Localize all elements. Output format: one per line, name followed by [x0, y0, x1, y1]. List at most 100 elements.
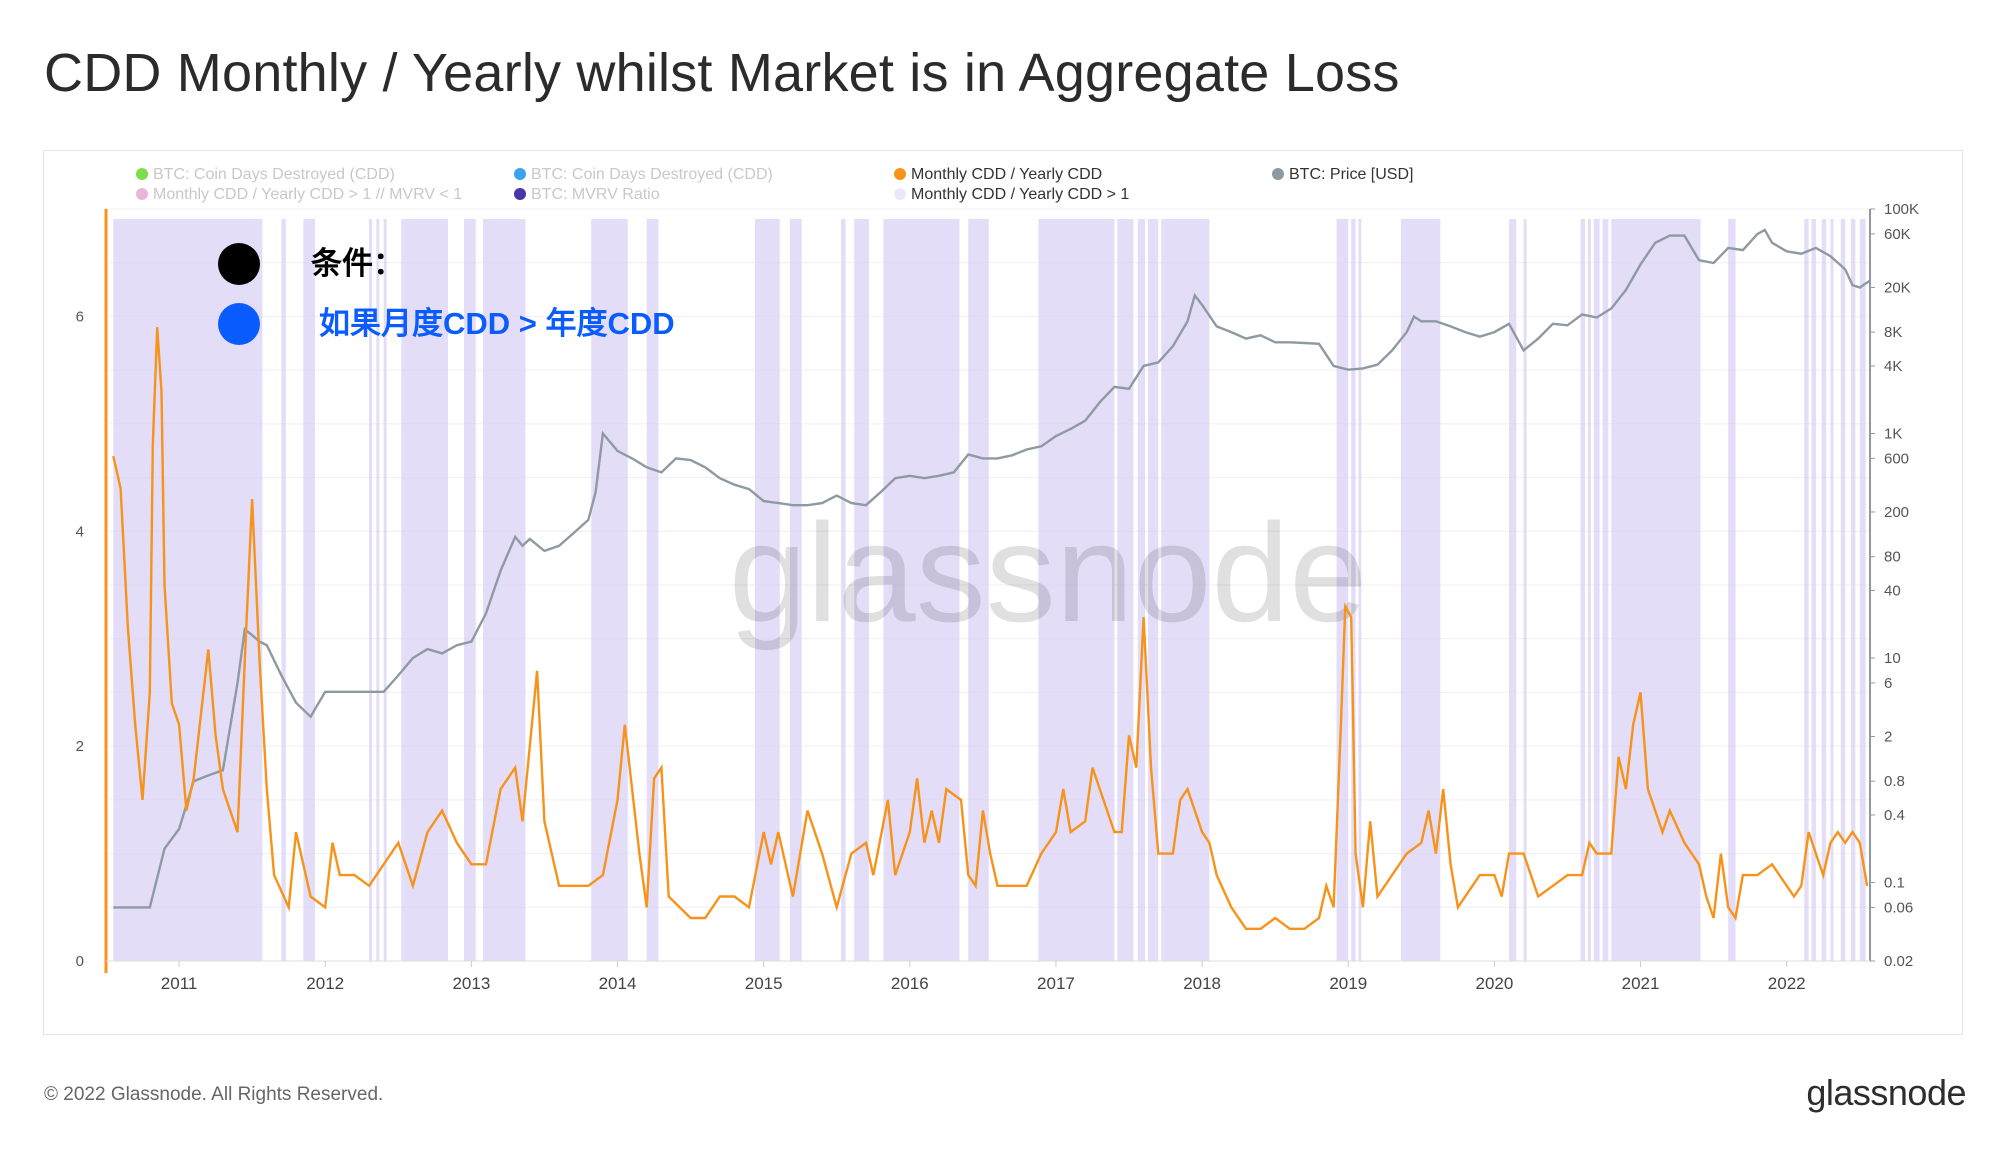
- watermark: glassnode: [729, 494, 1367, 651]
- footer-logo: glassnode: [1806, 1072, 1966, 1113]
- shaded-region: [1611, 219, 1701, 961]
- shaded-region: [1821, 219, 1827, 961]
- legend-dot: [1272, 168, 1284, 180]
- right-y-tick-label: 40: [1884, 582, 1901, 599]
- shaded-region: [1593, 219, 1600, 961]
- shaded-region: [1336, 219, 1349, 961]
- x-tick-label: 2013: [452, 974, 490, 993]
- right-y-tick-label: 0.1: [1884, 875, 1905, 892]
- shaded-region: [1830, 219, 1834, 961]
- right-y-tick-label: 0.06: [1884, 899, 1913, 916]
- shaded-region: [1859, 219, 1866, 961]
- chart-frame: glassnode 2011 2012 2013 2014 2015 2016 2017 20…: [43, 150, 1963, 1035]
- shaded-region: [1728, 219, 1736, 961]
- right-y-tick-label: 0.02: [1884, 953, 1913, 970]
- legend-dot: [136, 168, 148, 180]
- right-y-axis-ticks: 100K 60K 20K 8K 4K 1K 600 200 80 40 10 6 2 0.8 0.4 0.1 0…: [1870, 201, 1919, 970]
- shaded-region: [968, 219, 989, 961]
- legend-dot: [894, 188, 906, 200]
- legend-label: BTC: Price [USD]: [1289, 166, 1413, 183]
- x-tick-label: 2014: [599, 974, 637, 993]
- x-tick-label: 2018: [1183, 974, 1221, 993]
- shaded-region: [1851, 219, 1856, 961]
- shaded-region: [1587, 219, 1591, 961]
- legend-dot: [514, 188, 526, 200]
- shaded-region: [1509, 219, 1517, 961]
- x-tick-label: 2022: [1768, 974, 1806, 993]
- legend: BTC: Coin Days Destroyed (CDD) Monthly CD…: [136, 166, 1413, 203]
- footer-copyright: © 2022 Glassnode. All Rights Reserved.: [44, 1084, 384, 1105]
- right-y-tick-label: 200: [1884, 504, 1909, 521]
- annotation-text: 条件：: [311, 246, 404, 281]
- shaded-regions: [113, 219, 1866, 961]
- x-tick-label: 2021: [1622, 974, 1660, 993]
- cdd-ratio-series-line: [112, 327, 1869, 930]
- left-y-tick-label: 2: [76, 738, 84, 755]
- shaded-region: [1840, 219, 1846, 961]
- right-y-tick-label: 0.4: [1884, 807, 1905, 824]
- shaded-region: [646, 219, 659, 961]
- price-series-line: [113, 228, 1871, 909]
- right-y-tick-label: 0.8: [1884, 773, 1905, 790]
- right-y-tick-label: 1K: [1884, 426, 1902, 443]
- right-y-tick-label: 8K: [1884, 324, 1902, 341]
- shaded-region: [1523, 219, 1527, 961]
- right-y-tick-label: 10: [1884, 650, 1901, 667]
- shaded-region: [383, 219, 387, 961]
- right-y-tick-label: 20K: [1884, 279, 1911, 296]
- shaded-region: [1137, 219, 1146, 961]
- x-axis-ticks: 2011 2012 2013 2014 2015 2016 2017 2018 2019 2020…: [161, 961, 1806, 993]
- shaded-region: [376, 219, 380, 961]
- shaded-region: [854, 219, 869, 961]
- legend-label: BTC: MVRV Ratio: [531, 186, 660, 203]
- shaded-region: [281, 219, 286, 961]
- shaded-region: [883, 219, 960, 961]
- right-y-tick-label: 600: [1884, 450, 1909, 467]
- legend-label: Monthly CDD / Yearly CDD > 1: [911, 186, 1129, 203]
- shaded-region: [369, 219, 372, 961]
- right-y-tick-label: 2: [1884, 728, 1892, 745]
- annotation-black-dot: [218, 243, 260, 285]
- shaded-region: [303, 219, 315, 961]
- shaded-region: [789, 219, 802, 961]
- shaded-region: [1161, 219, 1210, 961]
- shaded-region: [1148, 219, 1159, 961]
- x-tick-label: 2012: [306, 974, 344, 993]
- x-tick-label: 2017: [1037, 974, 1075, 993]
- right-y-tick-label: 80: [1884, 549, 1901, 566]
- shaded-region: [464, 219, 476, 961]
- right-y-tick-label: 6: [1884, 675, 1892, 692]
- x-tick-label: 2020: [1475, 974, 1513, 993]
- legend-label: Monthly CDD / Yearly CDD > 1 // MVRV < 1: [153, 186, 462, 203]
- shaded-region: [1117, 219, 1134, 961]
- page-title: CDD Monthly / Yearly whilst Market is in…: [44, 43, 1400, 103]
- chart-canvas: glassnode 2011 2012 2013 2014 2015 2016 2017 20…: [76, 166, 1919, 993]
- x-tick-label: 2019: [1329, 974, 1367, 993]
- shaded-region: [841, 219, 846, 961]
- x-tick-label: 2016: [891, 974, 929, 993]
- right-y-tick-label: 60K: [1884, 226, 1911, 243]
- shaded-region: [1580, 219, 1586, 961]
- annotation-text: 如果月度CDD > 年度CDD: [319, 306, 675, 341]
- legend-dot: [894, 168, 906, 180]
- left-y-tick-label: 4: [76, 523, 84, 540]
- left-y-tick-label: 0: [76, 953, 84, 970]
- shaded-region: [1811, 219, 1816, 961]
- legend-label: Monthly CDD / Yearly CDD: [911, 166, 1102, 183]
- shaded-region: [401, 219, 448, 961]
- shaded-region: [1351, 219, 1356, 961]
- right-y-tick-label: 100K: [1884, 201, 1919, 218]
- legend-label: BTC: Coin Days Destroyed (CDD): [531, 166, 773, 183]
- shaded-region: [1358, 219, 1362, 961]
- shaded-region: [1602, 219, 1609, 961]
- annotations: 条件： 如果月度CDD > 年度CDD: [218, 243, 675, 345]
- shaded-region: [1804, 219, 1809, 961]
- legend-dot: [514, 168, 526, 180]
- left-y-axis-ticks: 0 2 4 6: [76, 308, 84, 970]
- shaded-region: [754, 219, 780, 961]
- legend-label: BTC: Coin Days Destroyed (CDD): [153, 166, 395, 183]
- legend-dot: [136, 188, 148, 200]
- x-tick-label: 2015: [745, 974, 783, 993]
- right-y-tick-label: 4K: [1884, 358, 1902, 375]
- left-y-tick-label: 6: [76, 308, 84, 325]
